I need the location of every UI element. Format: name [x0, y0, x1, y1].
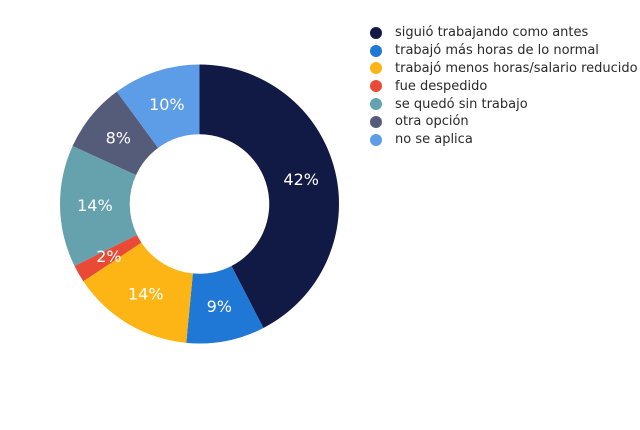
legend-marker-icon [370, 80, 382, 93]
legend-label: fue despedido [395, 78, 488, 94]
slice-percent-label: 14% [128, 284, 164, 303]
donut-slice[interactable] [116, 64, 200, 148]
legend-marker-icon [370, 133, 382, 146]
legend-item-mas-horas[interactable]: trabajó más horas de lo normal [368, 42, 638, 60]
slice-percent-label: 14% [77, 196, 113, 215]
slice-labels: 42% 9% 14% 2% 14% 8% 10% [77, 95, 319, 316]
legend-item-menos-horas[interactable]: trabajó menos horas/salario reducido [368, 60, 638, 78]
legend-item-despedido[interactable]: fue despedido [368, 77, 638, 95]
legend-label: no se aplica [395, 132, 473, 148]
donut-slices [59, 64, 340, 344]
donut-slice[interactable] [199, 64, 340, 328]
donut-slice[interactable] [74, 234, 142, 282]
donut-slice[interactable] [83, 242, 193, 343]
legend-item-otra-opcion[interactable]: otra opción [368, 113, 638, 131]
legend-marker-icon [370, 44, 382, 57]
slice-percent-label: 9% [207, 297, 232, 316]
legend-marker-icon [370, 115, 382, 128]
legend-label: se quedó sin trabajo [395, 96, 528, 112]
legend-item-no-aplica[interactable]: no se aplica [368, 131, 638, 149]
donut-slice[interactable] [59, 146, 138, 266]
slice-percent-label: 42% [283, 170, 319, 189]
slice-percent-label: 10% [149, 95, 185, 114]
legend-marker-icon [370, 98, 382, 111]
legend-label: otra opción [395, 114, 469, 130]
donut-slice[interactable] [186, 265, 264, 344]
slice-percent-label: 8% [106, 129, 131, 148]
legend-marker-icon [370, 26, 382, 39]
legend-item-sin-trabajo[interactable]: se quedó sin trabajo [368, 95, 638, 113]
legend: siguió trabajando como antes trabajó más… [368, 24, 638, 149]
legend-label: trabajó menos horas/salario reducido [395, 60, 638, 76]
donut-slice[interactable] [72, 91, 159, 176]
legend-label: siguió trabajando como antes [395, 25, 589, 41]
slice-percent-label: 2% [96, 247, 121, 266]
legend-marker-icon [370, 62, 382, 75]
legend-label: trabajó más horas de lo normal [395, 43, 599, 59]
legend-item-siguio-trabajando[interactable]: siguió trabajando como antes [368, 24, 638, 42]
